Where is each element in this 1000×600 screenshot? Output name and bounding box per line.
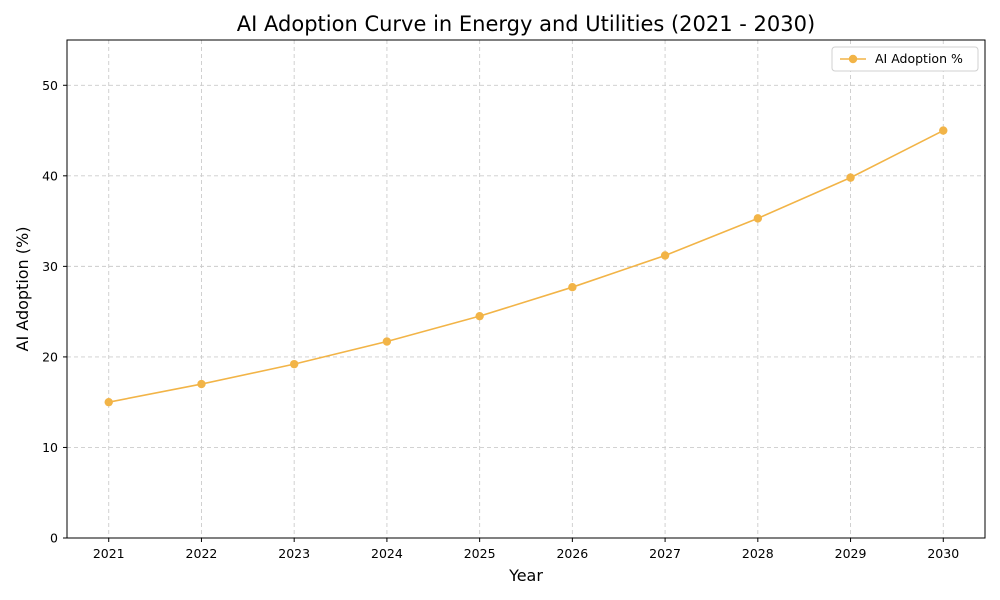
x-tick-label: 2025	[464, 546, 496, 561]
x-tick-label: 2023	[278, 546, 310, 561]
x-tick-label: 2022	[186, 546, 218, 561]
x-tick-label: 2027	[649, 546, 681, 561]
chart-title: AI Adoption Curve in Energy and Utilitie…	[237, 12, 815, 36]
x-tick-label: 2029	[835, 546, 867, 561]
data-point	[475, 311, 484, 321]
x-tick-label: 2021	[93, 546, 125, 561]
legend-series-label: AI Adoption %	[875, 51, 963, 66]
data-point	[382, 337, 392, 346]
legend: AI Adoption %	[831, 46, 979, 72]
data-point	[939, 126, 948, 135]
y-tick-label: 20	[42, 349, 58, 364]
x-tick-label: 2030	[927, 546, 959, 561]
y-axis-label: AI Adoption (%)	[13, 227, 32, 352]
x-tick-label: 2026	[556, 546, 588, 561]
data-point	[846, 173, 855, 182]
x-axis-label: Year	[508, 566, 543, 585]
data-point	[753, 214, 763, 223]
data-point	[289, 359, 299, 369]
y-tick-label: 40	[42, 168, 58, 183]
data-point	[660, 251, 670, 260]
x-axis-ticks: 2021 2022 2023 2024 2025 2026 2027 2028 2029 2030	[93, 538, 959, 561]
legend-series-marker	[848, 54, 858, 64]
grid-lines	[67, 40, 985, 539]
y-tick-label: 50	[42, 78, 58, 93]
series-line	[108, 129, 944, 403]
y-tick-label: 30	[42, 259, 58, 274]
data-point	[197, 379, 206, 389]
x-tick-label: 2028	[742, 546, 774, 561]
data-point	[104, 397, 113, 407]
y-axis-ticks: 0 10 20 30 40 50	[42, 78, 67, 546]
data-point	[568, 282, 577, 292]
series-layer	[104, 126, 948, 407]
y-tick-label: 0	[50, 531, 58, 546]
legend-box	[831, 46, 979, 72]
plot-area-frame	[66, 39, 986, 539]
y-tick-label: 10	[42, 440, 58, 455]
x-tick-label: 2024	[371, 546, 403, 561]
